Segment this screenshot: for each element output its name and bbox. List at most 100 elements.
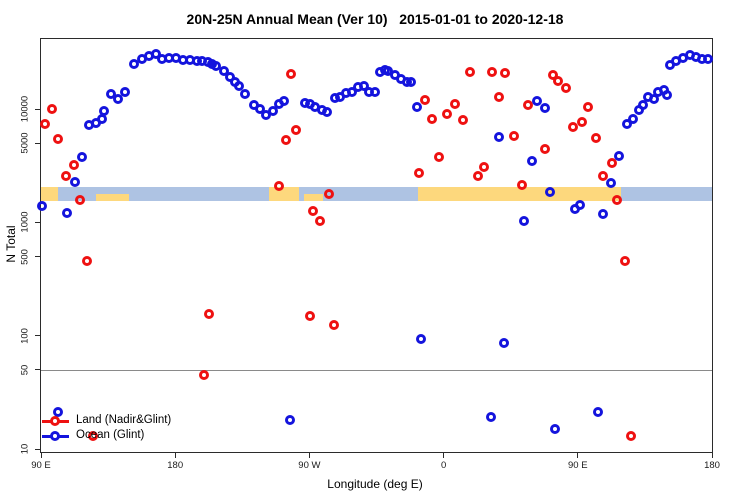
x-axis-tick xyxy=(711,453,713,458)
ocean-data-point xyxy=(267,106,278,117)
y-tick-label: 5000 xyxy=(19,132,31,154)
ocean-data-point xyxy=(37,200,48,211)
x-tick-label: 90 E xyxy=(31,460,51,471)
land-data-point xyxy=(464,67,475,78)
land-data-point xyxy=(626,431,637,442)
land-legend-circle-icon xyxy=(50,416,60,426)
ocean-data-point xyxy=(218,66,229,77)
ocean-legend-marker xyxy=(42,431,69,441)
x-tick-label: 90 W xyxy=(298,460,321,471)
land-data-point xyxy=(583,102,594,113)
land-data-point xyxy=(273,181,284,192)
ocean-data-point xyxy=(113,93,124,104)
land-data-point xyxy=(478,162,489,173)
ocean-data-point xyxy=(321,107,332,118)
land-data-point xyxy=(82,255,93,266)
y-axis-tick xyxy=(35,448,40,450)
land-data-point xyxy=(280,135,291,146)
ocean-data-point xyxy=(598,209,609,220)
land-band-segment xyxy=(417,186,622,201)
chart-title: 20N-25N Annual Mean (Ver 10) 2015-01-01 … xyxy=(186,11,564,27)
ocean-band-segment xyxy=(57,186,269,201)
x-tick-label: 180 xyxy=(167,460,184,471)
ocean-data-point xyxy=(527,156,538,167)
land-data-point xyxy=(419,94,430,105)
land-data-point xyxy=(285,69,296,80)
land-data-point xyxy=(539,143,550,154)
ocean-data-point xyxy=(703,53,714,64)
land-data-point xyxy=(561,83,572,94)
land-data-point xyxy=(290,124,301,135)
land-data-point xyxy=(493,91,504,102)
land-data-point xyxy=(508,130,519,141)
legend-label-land: Land (Nadir&Glint) xyxy=(76,414,172,426)
plot-area: 90 E 180 90 W 0 90 E 180 10 50 100 500 1000 5000 100… xyxy=(20,38,720,471)
ocean-data-point xyxy=(662,90,673,101)
land-data-point xyxy=(47,104,58,115)
y-axis-tick xyxy=(35,142,40,144)
land-data-point xyxy=(607,158,618,169)
land-legend-marker xyxy=(42,416,69,426)
land-band-segment xyxy=(268,186,299,201)
land-data-point xyxy=(40,118,51,129)
ocean-data-point xyxy=(614,151,625,162)
land-data-point xyxy=(591,133,602,144)
ocean-legend-circle-icon xyxy=(50,431,60,441)
land-data-point xyxy=(449,98,460,109)
land-data-point xyxy=(88,431,99,442)
land-data-point xyxy=(426,113,437,124)
land-data-point xyxy=(304,310,315,321)
ocean-data-point xyxy=(539,103,550,114)
land-data-point xyxy=(314,215,325,226)
ocean-data-point xyxy=(99,106,110,117)
land-data-point xyxy=(69,160,80,171)
land-data-point xyxy=(612,195,623,206)
x-axis-title: Longitude (deg E) xyxy=(327,477,423,491)
land-data-point xyxy=(568,122,579,133)
ocean-data-point xyxy=(518,215,529,226)
land-data-point xyxy=(517,180,528,191)
y-axis-title: N Total xyxy=(4,225,18,263)
ocean-data-point xyxy=(415,333,426,344)
land-data-point xyxy=(198,369,209,380)
land-band-half-segment xyxy=(96,193,129,201)
land-data-point xyxy=(620,255,631,266)
ocean-data-point xyxy=(405,77,416,88)
ocean-data-point xyxy=(628,114,639,125)
y-axis-tick xyxy=(35,256,40,257)
land-data-point xyxy=(413,168,424,179)
ocean-data-point xyxy=(411,102,422,113)
y-tick-label: 10 xyxy=(19,443,31,455)
ocean-data-point xyxy=(638,100,649,111)
ocean-data-point xyxy=(346,87,357,98)
land-data-point xyxy=(61,171,72,182)
ocean-data-point xyxy=(77,151,88,162)
land-band-half-segment xyxy=(304,193,324,201)
ocean-data-point xyxy=(369,87,380,98)
ocean-data-point xyxy=(233,81,244,92)
land-data-point xyxy=(576,116,587,127)
y-tick-label: 50 xyxy=(19,364,31,376)
x-axis-tick xyxy=(174,453,176,458)
ocean-data-point xyxy=(120,87,131,98)
land-data-point xyxy=(486,67,497,78)
reference-line-50 xyxy=(41,369,712,371)
ocean-data-point xyxy=(622,119,632,130)
ocean-data-point xyxy=(531,95,542,106)
land-data-point xyxy=(75,195,86,206)
ocean-data-point xyxy=(498,338,509,349)
ocean-data-point xyxy=(284,415,295,426)
ocean-data-point xyxy=(493,131,504,142)
y-tick-label: 500 xyxy=(19,248,31,265)
land-data-point xyxy=(433,151,444,162)
ocean-data-point xyxy=(545,187,556,198)
y-axis-tick xyxy=(35,335,40,337)
x-axis-tick xyxy=(577,453,579,458)
ocean-data-point xyxy=(278,95,289,106)
land-data-point xyxy=(328,320,339,331)
y-axis-tick xyxy=(35,108,40,110)
land-band-segment xyxy=(41,186,58,201)
land-data-point xyxy=(53,133,64,144)
land-data-point xyxy=(552,76,563,87)
